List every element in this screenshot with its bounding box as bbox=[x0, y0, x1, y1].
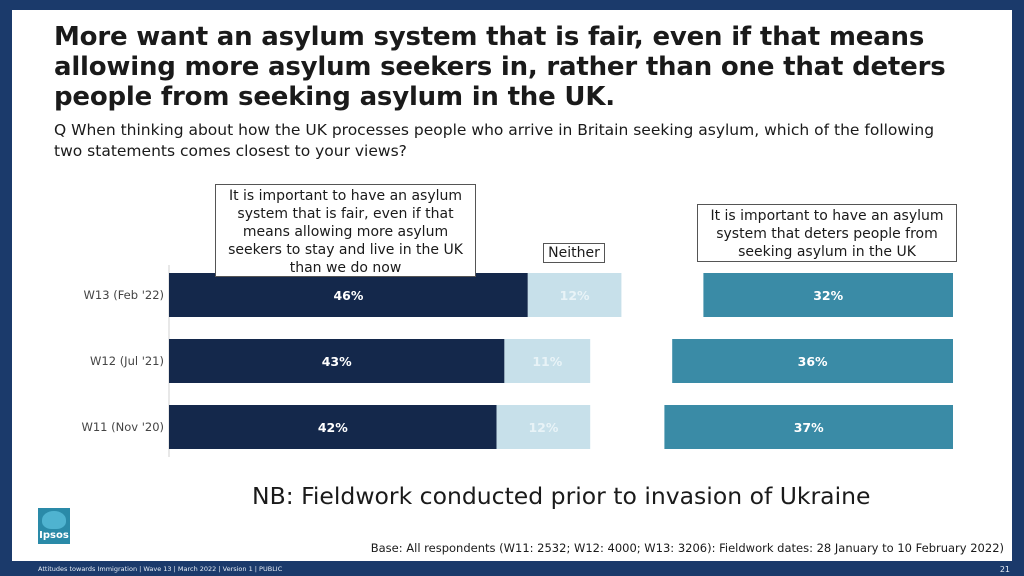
slide: More want an asylum system that is fair,… bbox=[12, 10, 1012, 561]
data-label-fair: 46% bbox=[333, 288, 363, 303]
page-number: 21 bbox=[999, 565, 1010, 574]
page-title: More want an asylum system that is fair,… bbox=[54, 22, 946, 112]
category-label: W12 (Jul '21) bbox=[90, 354, 164, 368]
logo-text: Ipsos bbox=[39, 530, 69, 541]
legend-callout-neither: Neither bbox=[543, 243, 605, 263]
data-label-fair: 42% bbox=[318, 420, 348, 435]
data-label-neither: 12% bbox=[560, 288, 590, 303]
category-label: W11 (Nov '20) bbox=[81, 420, 164, 434]
question-text: Q When thinking about how the UK process… bbox=[54, 121, 935, 160]
data-label-deter: 36% bbox=[798, 354, 828, 369]
bar-deter bbox=[703, 273, 953, 317]
bar-fair bbox=[169, 339, 505, 383]
bar-deter bbox=[672, 339, 953, 383]
data-label-deter: 37% bbox=[794, 420, 824, 435]
category-label: W13 (Feb '22) bbox=[84, 288, 164, 302]
ipsos-logo: Ipsos bbox=[38, 508, 70, 544]
bar-neither bbox=[504, 339, 591, 383]
bar-deter bbox=[664, 405, 953, 449]
data-label-neither: 11% bbox=[532, 354, 562, 369]
data-label-deter: 32% bbox=[813, 288, 843, 303]
footer-text: Attitudes towards Immigration | Wave 13 … bbox=[38, 565, 283, 573]
legend-callout-deter: It is important to have an asylum system… bbox=[697, 204, 957, 262]
data-label-neither: 12% bbox=[528, 420, 558, 435]
stacked-bar-chart: W13 (Feb '22) 46% 12% 32% W12 (Jul '21) 43% 11… bbox=[81, 265, 953, 457]
bar-neither bbox=[496, 405, 591, 449]
fieldwork-note: NB: Fieldwork conducted prior to invasio… bbox=[252, 482, 871, 510]
base-note: Base: All respondents (W11: 2532; W12: 4… bbox=[370, 541, 1004, 555]
data-label-fair: 43% bbox=[322, 354, 352, 369]
bar-fair bbox=[169, 273, 528, 317]
legend-callout-fair: It is important to have an asylum system… bbox=[215, 184, 476, 277]
bar-neither bbox=[527, 273, 622, 317]
bar-fair bbox=[169, 405, 497, 449]
